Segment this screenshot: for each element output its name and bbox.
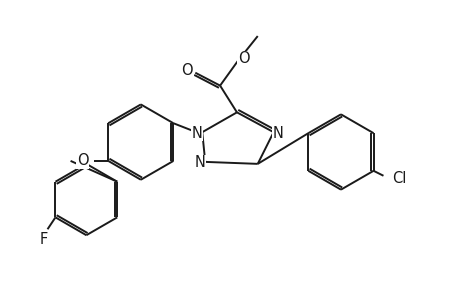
- Text: O: O: [181, 63, 193, 78]
- Text: N: N: [195, 155, 205, 170]
- Text: O: O: [77, 153, 88, 168]
- Text: O: O: [238, 51, 249, 66]
- Text: Cl: Cl: [391, 171, 406, 186]
- Text: N: N: [191, 126, 202, 141]
- Text: N: N: [273, 126, 283, 141]
- Text: F: F: [39, 232, 48, 247]
